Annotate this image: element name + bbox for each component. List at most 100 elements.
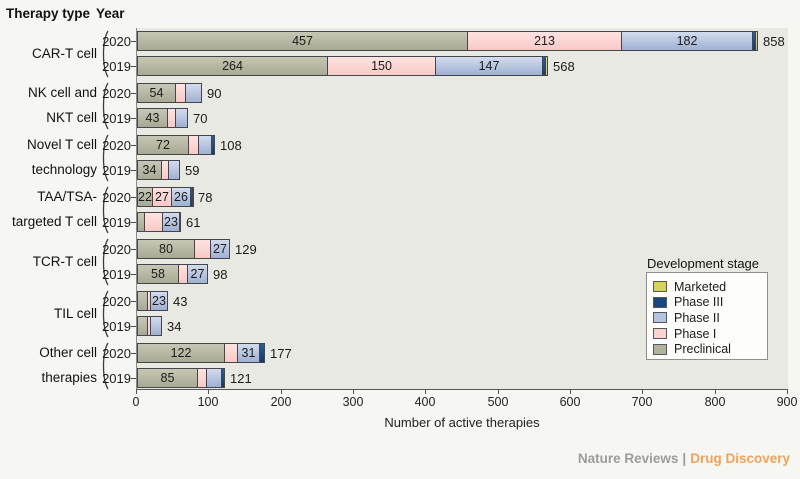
x-axis-tick [642, 389, 643, 394]
x-axis-tick [715, 389, 716, 394]
x-axis-line [136, 389, 788, 390]
bar-segment-phase-i: 150 [327, 56, 436, 76]
year-tick [131, 352, 136, 354]
segment-value-label: 80 [159, 242, 173, 256]
year-label: 2020 [102, 138, 131, 153]
segment-value-label: 43 [145, 111, 160, 125]
therapy-label: CAR-T cell [31, 45, 97, 61]
x-axis-tick [208, 389, 209, 394]
therapy-label: TCR-T cell [32, 253, 97, 269]
bar-segment-phase-ii: 27 [187, 264, 208, 284]
year-label: 2019 [102, 59, 131, 74]
bar-segment-preclinical: 85 [137, 368, 198, 388]
bar-segment-preclinical: 34 [137, 160, 162, 180]
segment-value-label: 26 [174, 190, 188, 204]
year-label: 2020 [102, 346, 131, 361]
bar-segment-phase-i [224, 343, 238, 363]
legend-label: Phase II [674, 310, 720, 325]
group-bracket [99, 342, 109, 395]
bar-total-label: 78 [198, 190, 213, 205]
segment-value-label: 23 [152, 294, 166, 308]
legend-swatch-phase-iii [653, 296, 667, 308]
legend-label: Phase I [674, 326, 717, 341]
year-tick [131, 169, 136, 171]
segment-value-label: 213 [534, 34, 555, 48]
segment-value-label: 27 [213, 242, 227, 256]
therapy-label: Other cell [39, 345, 97, 360]
x-axis-tick [353, 389, 354, 394]
x-axis-tick-label: 200 [270, 395, 292, 409]
year-tick [131, 117, 136, 119]
y-axis-line [136, 28, 137, 389]
bar-segment-phase-ii [198, 135, 212, 155]
year-tick [131, 248, 136, 250]
segment-value-label: 27 [155, 190, 169, 204]
therapy-label: therapies [41, 370, 97, 385]
year-tick [131, 196, 136, 198]
x-axis-tick-label: 600 [559, 395, 581, 409]
x-axis-tick-label: 500 [487, 395, 509, 409]
x-axis-tick-label: 800 [704, 395, 726, 409]
legend-entry: Phase I [653, 326, 767, 342]
legend-swatch-phase-ii [653, 312, 667, 324]
legend-swatch-marketed [653, 281, 667, 293]
legend-title: Development stage [647, 256, 760, 271]
legend-label: Preclinical [674, 342, 731, 357]
bar-segment-phase-ii: 26 [171, 187, 191, 207]
legend-box: Marketed Phase III Phase II Phase I Preclini… [646, 272, 768, 360]
year-tick [131, 144, 136, 146]
x-axis-tick [136, 389, 137, 394]
therapy-label: targeted T cell [11, 214, 97, 229]
year-label: 2020 [102, 34, 131, 49]
bar-segment-preclinical: 457 [137, 31, 468, 51]
segment-value-label: 150 [371, 59, 392, 73]
segment-value-label: 27 [190, 267, 205, 281]
bar-segment-phase-iii [211, 135, 215, 155]
footer-publication: Drug Discovery [690, 451, 790, 466]
segment-value-label: 54 [149, 86, 164, 100]
legend-swatch-phase-i [653, 328, 667, 340]
year-label: 2019 [102, 371, 131, 386]
group-bracket [99, 134, 109, 187]
year-tick [131, 221, 136, 223]
bar-total-label: 34 [167, 319, 182, 334]
year-tick [131, 65, 136, 67]
segment-value-label: 182 [676, 34, 698, 48]
segment-value-label: 34 [142, 163, 157, 177]
group-bracket [99, 238, 109, 291]
header-year: Year [96, 6, 125, 21]
year-label: 2020 [102, 242, 131, 257]
group-bracket [99, 186, 109, 239]
bar-segment-marketed [755, 31, 758, 51]
legend-entry: Phase III [653, 295, 767, 311]
bar-segment-marketed [192, 187, 194, 207]
therapy-label: technology [31, 162, 97, 177]
bar-total-label: 59 [185, 163, 200, 178]
segment-value-label: 147 [478, 59, 500, 73]
footer-credit: Nature Reviews | Drug Discovery [578, 451, 790, 466]
year-label: 2019 [102, 215, 131, 230]
bar-segment-phase-i: 27 [152, 187, 172, 207]
bar-segment-phase-ii [206, 368, 222, 388]
therapy-label: NK cell and [27, 85, 97, 100]
bar-total-label: 108 [220, 138, 242, 153]
header-therapy-type: Therapy type [6, 6, 91, 21]
x-axis-tick-label: 700 [631, 395, 653, 409]
bar-segment-phase-ii: 23 [162, 212, 180, 232]
bar-segment-preclinical: 54 [137, 83, 176, 103]
group-bracket [99, 30, 109, 83]
bar-total-label: 90 [207, 86, 222, 101]
year-label: 2019 [102, 163, 131, 178]
year-tick [131, 300, 136, 302]
year-tick [131, 325, 136, 327]
bar-segment-preclinical: 264 [137, 56, 328, 76]
legend-swatch-preclinical [653, 343, 667, 355]
bar-total-label: 568 [553, 59, 575, 74]
therapy-label: Novel T cell [26, 137, 97, 152]
bar-segment-phase-iii [179, 212, 181, 232]
legend-entry: Preclinical [653, 341, 767, 357]
x-axis-tick [425, 389, 426, 394]
bar-segment-phase-iii [221, 368, 225, 388]
year-label: 2020 [102, 294, 131, 309]
